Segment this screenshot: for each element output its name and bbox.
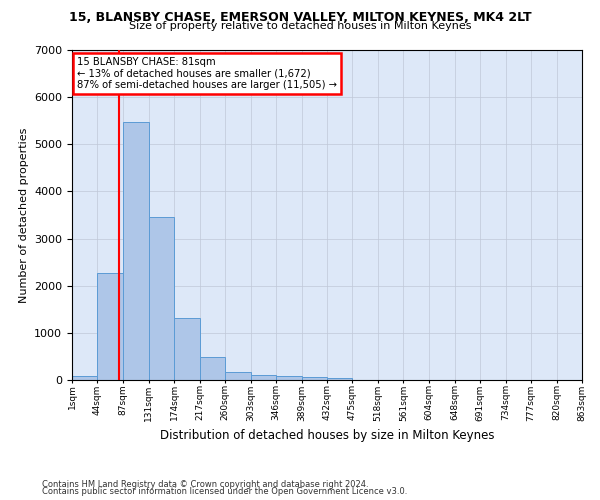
Bar (149, 218, 175, 380)
Bar (251, 375, 276, 380)
Text: Contains HM Land Registry data © Crown copyright and database right 2024.: Contains HM Land Registry data © Crown c… (42, 480, 368, 489)
X-axis label: Distribution of detached houses by size in Milton Keynes: Distribution of detached houses by size … (160, 429, 494, 442)
Bar (276, 376, 302, 380)
Bar (72, 376, 97, 380)
Bar (302, 378, 327, 380)
Y-axis label: Number of detached properties: Number of detached properties (19, 128, 29, 302)
Bar (200, 358, 225, 380)
Bar (123, 122, 149, 380)
Text: 15, BLANSBY CHASE, EMERSON VALLEY, MILTON KEYNES, MK4 2LT: 15, BLANSBY CHASE, EMERSON VALLEY, MILTO… (68, 11, 532, 24)
Text: Size of property relative to detached houses in Milton Keynes: Size of property relative to detached ho… (129, 21, 471, 31)
Bar (175, 318, 200, 380)
Bar (97, 272, 123, 380)
Bar (327, 378, 352, 380)
Text: Contains public sector information licensed under the Open Government Licence v3: Contains public sector information licen… (42, 487, 407, 496)
Text: 15 BLANSBY CHASE: 81sqm
← 13% of detached houses are smaller (1,672)
87% of semi: 15 BLANSBY CHASE: 81sqm ← 13% of detache… (77, 56, 337, 90)
Bar (225, 372, 251, 380)
